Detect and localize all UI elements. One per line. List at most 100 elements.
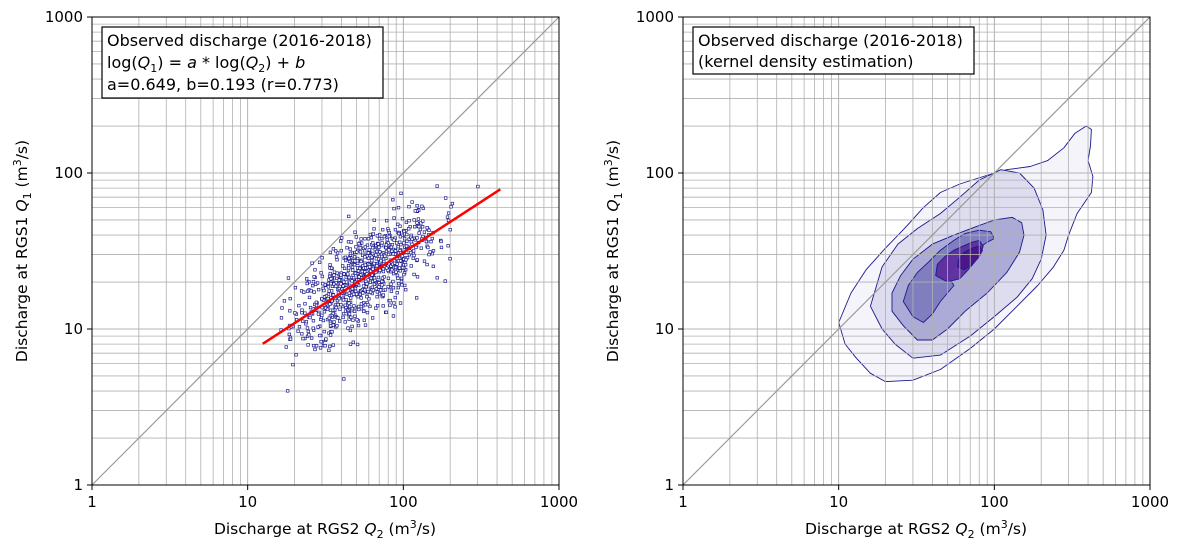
scatter-point xyxy=(300,308,304,312)
scatter-point xyxy=(404,288,408,292)
scatter-point xyxy=(305,281,309,286)
scatter-point xyxy=(422,259,427,263)
scatter-point xyxy=(332,270,337,274)
scatter-point xyxy=(310,336,314,340)
scatter-point xyxy=(389,264,393,268)
scatter-point xyxy=(377,285,381,289)
scatter-point xyxy=(350,307,354,311)
scatter-point xyxy=(400,216,405,221)
scatter-point xyxy=(377,237,382,241)
left-ylabel-main: Discharge at RGS1 xyxy=(13,212,31,362)
scatter-point xyxy=(357,242,361,246)
scatter-point xyxy=(312,275,316,279)
scatter-point xyxy=(305,277,309,281)
scatter-point xyxy=(301,336,305,341)
x-tick-label: 10 xyxy=(829,493,848,511)
scatter-point xyxy=(405,232,409,237)
scatter-point xyxy=(343,255,348,259)
scatter-point xyxy=(350,279,354,283)
scatter-point xyxy=(355,342,360,347)
scatter-point xyxy=(416,217,421,221)
right-ticks: 1 10 100 1000 1 10 100 1000 xyxy=(636,8,1169,511)
scatter-point xyxy=(419,246,423,250)
scatter-point xyxy=(331,323,335,327)
scatter-point xyxy=(411,256,415,260)
left-annotation-line3: a=0.649, b=0.193 (r=0.773) xyxy=(107,75,339,94)
scatter-point xyxy=(282,299,287,303)
scatter-point xyxy=(354,292,359,296)
scatter-point xyxy=(382,234,386,239)
scatter-point xyxy=(293,311,297,315)
scatter-point xyxy=(375,290,379,294)
scatter-point xyxy=(345,246,349,250)
scatter-point xyxy=(380,276,385,280)
left-annotation-frame xyxy=(101,26,384,99)
right-ylabel-unit-pre: (m xyxy=(604,166,622,192)
scatter-point xyxy=(347,301,351,305)
scatter-point xyxy=(374,253,378,257)
scatter-point xyxy=(319,271,323,275)
scatter-point xyxy=(347,256,351,261)
scatter-point xyxy=(381,293,386,297)
left-axes-frame xyxy=(91,16,560,486)
scatter-point xyxy=(351,275,356,280)
scatter-point xyxy=(435,184,439,188)
scatter-point xyxy=(425,262,429,267)
scatter-point xyxy=(363,303,368,307)
scatter-point xyxy=(378,288,383,292)
scatter-point xyxy=(368,290,373,294)
scatter-point xyxy=(328,308,333,312)
scatter-point xyxy=(339,273,343,277)
scatter-point xyxy=(412,249,416,253)
scatter-point xyxy=(335,251,340,255)
scatter-point xyxy=(348,304,352,309)
scatter-point xyxy=(353,271,358,275)
scatter-point xyxy=(415,221,419,225)
scatter-point xyxy=(352,255,357,259)
scatter-point xyxy=(439,239,443,244)
scatter-point xyxy=(288,309,292,313)
scatter-point xyxy=(375,295,379,299)
scatter-point xyxy=(302,290,306,294)
right-ylabel-unit-post: /s) xyxy=(604,140,622,159)
right-ylabel-main: Discharge at RGS1 xyxy=(604,212,622,362)
scatter-point xyxy=(307,295,312,300)
scatter-point xyxy=(346,272,350,276)
scatter-point xyxy=(427,228,431,232)
scatter-point xyxy=(358,250,363,254)
scatter-point xyxy=(379,259,383,263)
scatter-point xyxy=(301,319,305,323)
scatter-point xyxy=(380,241,384,245)
left-xlabel-sym: Q xyxy=(364,520,376,538)
scatter-point xyxy=(367,297,371,301)
scatter-point xyxy=(288,337,293,341)
scatter-point xyxy=(344,312,348,316)
scatter-point xyxy=(386,284,390,289)
scatter-point xyxy=(422,230,427,234)
scatter-point xyxy=(374,306,378,310)
scatter-point xyxy=(322,288,326,293)
right-ylabel-unit-sup: 3 xyxy=(602,159,615,166)
right-xlabel-unit-post: /s) xyxy=(1008,520,1027,538)
scatter-point xyxy=(279,316,284,320)
scatter-point xyxy=(430,236,434,241)
scatter-point xyxy=(380,283,384,287)
scatter-point xyxy=(320,256,324,260)
scatter-point xyxy=(439,245,444,250)
scatter-point xyxy=(446,244,450,248)
scatter-point xyxy=(407,227,411,231)
scatter-point xyxy=(388,298,392,303)
y-tick-label: 100 xyxy=(645,164,674,182)
scatter-point xyxy=(356,269,361,273)
scatter-point xyxy=(425,226,429,230)
right-xlabel-main: Discharge at RGS2 xyxy=(805,520,955,538)
scatter-point xyxy=(343,320,347,324)
scatter-point xyxy=(444,196,448,200)
formula-log1: log( xyxy=(107,53,138,72)
left-annotation-line1: Observed discharge (2016-2018) xyxy=(107,31,372,50)
scatter-point xyxy=(350,324,354,329)
scatter-point xyxy=(311,343,316,348)
scatter-point xyxy=(370,259,374,263)
right-axes-frame xyxy=(682,16,1151,486)
scatter-point xyxy=(357,307,361,312)
